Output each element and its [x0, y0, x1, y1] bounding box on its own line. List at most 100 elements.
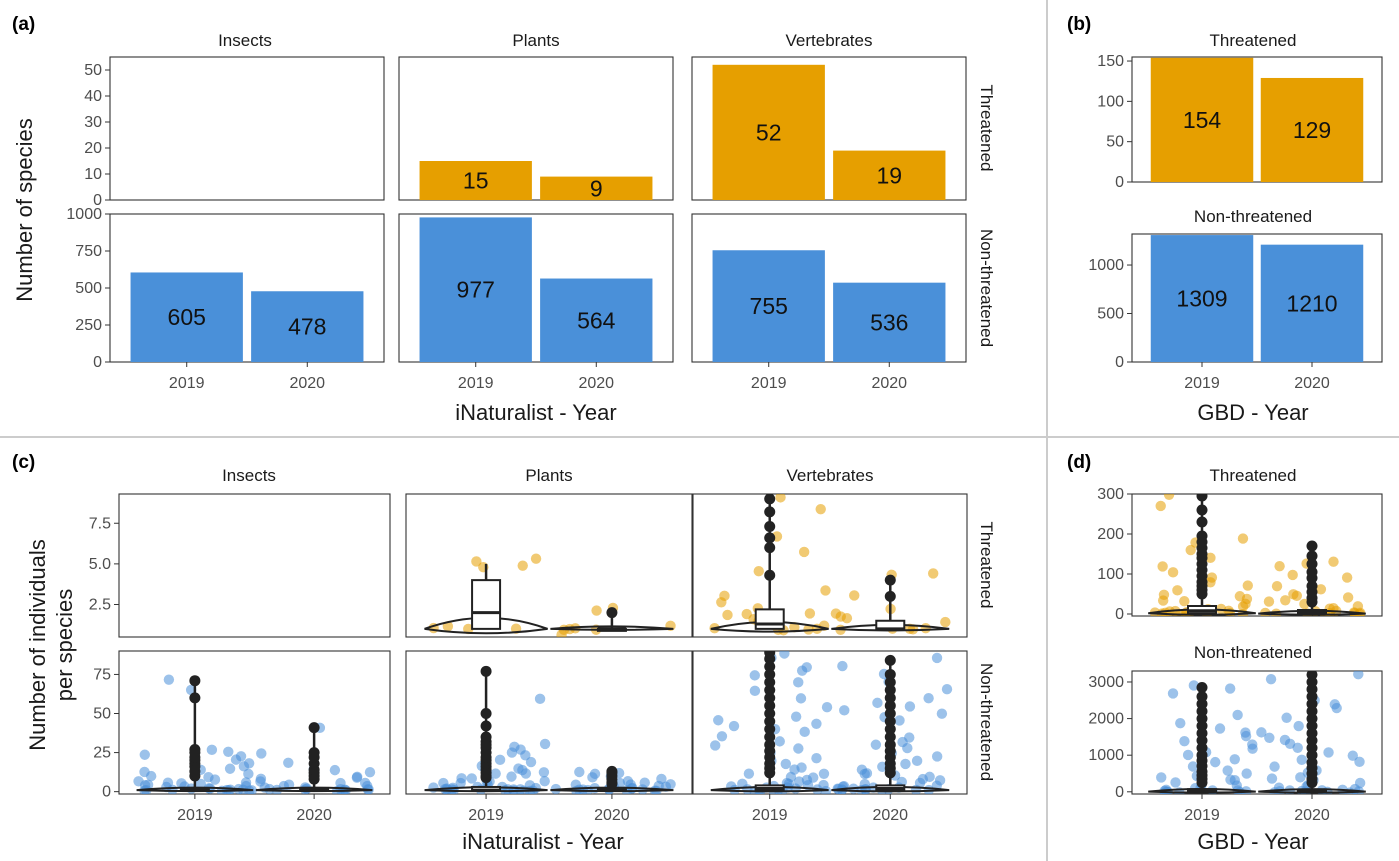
- c-vertebrates-threatened-2020-jitter-point-0: [927, 568, 939, 579]
- d-non-threatened-2020-jitter-point-19: [1295, 772, 1306, 783]
- b-title-threatened: Threatened: [1210, 31, 1297, 50]
- d-threatened-2019-jitter-point-4: [1185, 544, 1196, 556]
- c-vertebrates-non-threatened-2020-jitter-point-0: [931, 652, 943, 664]
- c-plants-non-threatened-2019-jitter-point-11: [538, 767, 550, 778]
- c-vertebrates-non-threatened-2020-jitter-point-15: [870, 739, 882, 750]
- d-non-threatened-2020-jitter-point-16: [1269, 761, 1280, 772]
- d-threatened-2019-jitter-point-7: [1167, 567, 1179, 578]
- c-vertebrates-non-threatened-2020-outlier-6: [884, 731, 896, 743]
- c-insects-non-threatened-2020-outlier-6: [308, 747, 320, 759]
- d-threatened-2019-outlier-14: [1196, 494, 1208, 502]
- a-insects-non-threatened-bar-label-2019: 605: [168, 304, 206, 330]
- a-insects-non-threatened-ytick-label-3: 750: [75, 243, 102, 260]
- c-insects-non-threatened-frame: [118, 650, 391, 795]
- c-plants-non-threatened-2019-jitter-point-15: [466, 773, 477, 784]
- c-vertebrates-non-threatened-2019-outlier-11: [764, 692, 776, 704]
- a-x-axis-title: iNaturalist - Year: [455, 400, 616, 425]
- c-vertebrates-non-threatened-2020-jitter-point-11: [894, 715, 905, 726]
- a-insects-non-threatened-ytick-label-0: 0: [93, 354, 102, 371]
- a-plants-threatened-bar-2020: [540, 176, 653, 200]
- c-plants-threatened-2019-jitter-point-6: [463, 623, 474, 635]
- c-plants-non-threatened-2019-jitter-point-6: [494, 754, 506, 766]
- d-non-threatened-2020-group: [1256, 671, 1366, 794]
- c-vertebrates-non-threatened-2019-jitter-point-3: [796, 665, 808, 676]
- d-threatened-2019-jitter-point-1: [1155, 500, 1166, 512]
- a-facet-plants: Plants: [512, 31, 559, 50]
- c-insects-non-threatened-2020-jitter-point-1: [256, 748, 267, 759]
- c-facet-insects: Insects: [222, 466, 276, 485]
- b-non-threatened-ytick-label-2: 1000: [1088, 257, 1124, 274]
- d-title-non-threatened: Non-threatened: [1194, 643, 1312, 662]
- c-vertebrates-threatened-2019-outlier-0: [764, 569, 776, 581]
- c-vertebrates-non-threatened-2020-jitter-point-16: [902, 742, 913, 754]
- c-vertebrates-non-threatened-2019-jitter-point-5: [793, 677, 804, 688]
- d-x-axis-title: GBD - Year: [1197, 829, 1308, 854]
- d-non-threatened-2020-jitter-point-4: [1331, 702, 1342, 714]
- d-threatened-2019-jitter-point-15: [1157, 595, 1169, 606]
- d-threatened-ytick-label-1: 100: [1097, 566, 1124, 583]
- c-vertebrates-threatened-2019-jitter-point-16: [789, 622, 800, 633]
- c-vertebrates-non-threatened-2019-jitter-point-15: [716, 731, 728, 742]
- a-vertebrates-non-threatened-xtick-label-1: 2020: [871, 375, 907, 392]
- c-vertebrates-non-threatened-2019-jitter-point-8: [821, 702, 833, 713]
- c-plants-threatened-2020-violin: [550, 625, 674, 631]
- a-plants-threatened-bar-label-2019: 15: [463, 168, 489, 194]
- c-plants-non-threatened-2019-outlier-14: [480, 708, 492, 720]
- a-vertebrates-non-threatened-xtick-label-0: 2019: [751, 375, 787, 392]
- a-vertebrates-threatened-bar-2019: [712, 64, 825, 200]
- c-row-non-threatened: Non-threatened: [977, 663, 996, 781]
- a-insects-non-threatened-ytick-label-2: 500: [75, 280, 102, 297]
- c-plants-threatened-2019-jitter-point-3: [517, 560, 528, 571]
- c-insects-non-threatened-2019-violin: [136, 786, 254, 793]
- d-threatened-2020-jitter-point-2: [1274, 560, 1285, 572]
- c-vertebrates-threatened-2019-jitter-point-9: [804, 608, 816, 619]
- c-vertebrates-threatened-2019-outlier-1: [764, 542, 776, 554]
- c-insects-non-threatened-2019-jitter-point-15: [209, 774, 221, 785]
- d-threatened-ytick-label-0: 0: [1115, 606, 1124, 623]
- c-plants-non-threatened-2019-jitter-point-4: [506, 747, 518, 758]
- d-threatened-2020-jitter-point-6: [1315, 584, 1327, 595]
- a-plants-non-threatened-xtick-label-1: 2020: [578, 375, 614, 392]
- c-insects-non-threatened-2019-group: [133, 674, 257, 794]
- a-insects-threatened-ytick-label-5: 50: [84, 62, 102, 79]
- c-vertebrates-non-threatened-2019-jitter-point-12: [728, 720, 740, 732]
- d-non-threatened-2020-jitter-point-11: [1292, 742, 1303, 754]
- b-threatened-ytick-label-0: 0: [1115, 174, 1124, 191]
- d-threatened-2019-jitter-point-5: [1205, 552, 1216, 564]
- c-vertebrates-non-threatened-2019-outlier-17: [764, 651, 776, 659]
- c-vertebrates-non-threatened-2019-outlier-15: [764, 661, 776, 673]
- a-y-axis-title: Number of species: [12, 118, 37, 301]
- b-non-threatened-ytick-label-1: 500: [1097, 306, 1124, 323]
- c-insects-non-threatened-2019-outlier-9: [189, 675, 201, 687]
- c-insects-non-threatened-2019-jitter-point-4: [139, 749, 150, 760]
- c-vertebrates-non-threatened-2020-jitter-point-18: [931, 751, 943, 762]
- c-vertebrates-non-threatened-2019-jitter-point-25: [743, 768, 755, 779]
- c-vertebrates-non-threatened-2020-outlier-7: [884, 723, 896, 735]
- d-threatened-2020-jitter-point-10: [1280, 595, 1291, 606]
- c-vertebrates-threatened-2019-jitter-point-7: [716, 597, 727, 608]
- c-vertebrates-threatened-2020-jitter-point-2: [849, 590, 860, 601]
- c-vertebrates-non-threatened-2020-outlier-15: [884, 654, 896, 666]
- d-threatened-2019-jitter-point-6: [1157, 561, 1168, 572]
- d-non-threatened-2019-jitter-point-8: [1179, 735, 1190, 747]
- d-threatened-2020-group: [1258, 540, 1366, 616]
- c-vertebrates-non-threatened-2020-group: [831, 652, 953, 794]
- d-threatened-2020-jitter-point-4: [1341, 572, 1353, 583]
- c-vertebrates-non-threatened-2020-jitter-point-6: [872, 697, 883, 709]
- a-insects-non-threatened-bar-2019: [130, 272, 243, 362]
- d-non-threatened-xtick-label-1: 2020: [1294, 807, 1330, 824]
- c-y-axis-title-line-1: Number of individuals: [25, 539, 50, 751]
- d-non-threatened-2019-jitter-point-16: [1222, 765, 1233, 776]
- b-non-threatened-bar-label-2020: 1210: [1286, 290, 1337, 316]
- c-vertebrates-non-threatened-2019-jitter-point-18: [793, 743, 804, 754]
- c-plants-non-threatened-2020-jitter-point-19: [637, 784, 648, 794]
- c-plants-threatened-2019-jitter-point-1: [471, 556, 482, 567]
- c-vertebrates-non-threatened-2020-jitter-point-8: [839, 705, 850, 716]
- c-row-threatened: Threatened: [977, 522, 996, 609]
- a-plants-threatened-bar-2019: [419, 161, 532, 200]
- d-non-threatened-2019-jitter-point-2: [1167, 688, 1179, 699]
- c-vertebrates-non-threatened-2019-outlier-13: [764, 676, 776, 688]
- d-non-threatened-2020-jitter-point-15: [1354, 756, 1365, 767]
- c-vertebrates-threatened-2020-jitter-point-6: [841, 612, 853, 624]
- c-vertebrates-non-threatened-2019-jitter-point-11: [811, 718, 822, 729]
